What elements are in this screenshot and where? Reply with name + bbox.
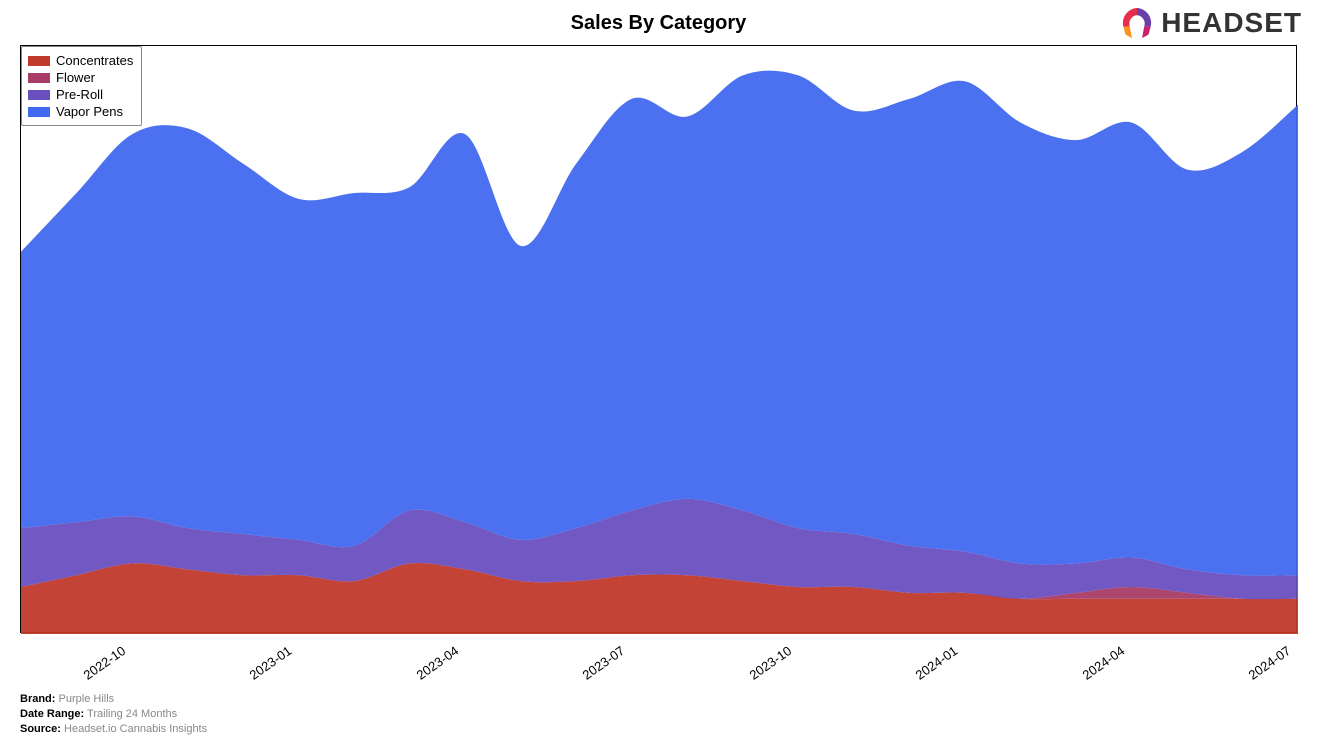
- x-tick-label: 2023-10: [746, 643, 794, 683]
- x-tick-label: 2023-04: [413, 643, 461, 683]
- legend-swatch: [28, 90, 50, 100]
- chart-legend: Concentrates Flower Pre-Roll Vapor Pens: [21, 46, 142, 126]
- chart-plot-area: [20, 45, 1297, 633]
- brand-logo: HEADSET: [1119, 5, 1302, 41]
- legend-label: Pre-Roll: [56, 87, 103, 102]
- legend-label: Concentrates: [56, 53, 133, 68]
- legend-swatch: [28, 73, 50, 83]
- legend-label: Flower: [56, 70, 95, 85]
- legend-label: Vapor Pens: [56, 104, 123, 119]
- legend-item-concentrates: Concentrates: [28, 53, 133, 68]
- x-tick-label: 2022-10: [80, 643, 128, 683]
- x-tick-label: 2023-01: [247, 643, 295, 683]
- meta-source-value: Headset.io Cannabis Insights: [64, 723, 207, 735]
- headset-logo-icon: [1119, 5, 1155, 41]
- meta-range-label: Date Range:: [20, 708, 84, 720]
- x-tick-label: 2024-01: [913, 643, 961, 683]
- legend-item-pre-roll: Pre-Roll: [28, 87, 133, 102]
- legend-item-vapor-pens: Vapor Pens: [28, 104, 133, 119]
- legend-swatch: [28, 107, 50, 117]
- meta-brand-value: Purple Hills: [59, 693, 115, 705]
- area-series-vapor-pens: [21, 71, 1298, 576]
- chart-metadata: Brand: Purple Hills Date Range: Trailing…: [20, 692, 207, 737]
- legend-item-flower: Flower: [28, 70, 133, 85]
- x-tick-label: 2024-04: [1080, 643, 1128, 683]
- meta-brand-label: Brand:: [20, 693, 55, 705]
- logo-text: HEADSET: [1161, 7, 1302, 39]
- meta-range-value: Trailing 24 Months: [87, 708, 177, 720]
- area-chart-svg: [21, 46, 1298, 634]
- x-tick-label: 2023-07: [580, 643, 628, 683]
- x-tick-label: 2024-07: [1246, 643, 1294, 683]
- legend-swatch: [28, 56, 50, 66]
- meta-source-label: Source:: [20, 723, 61, 735]
